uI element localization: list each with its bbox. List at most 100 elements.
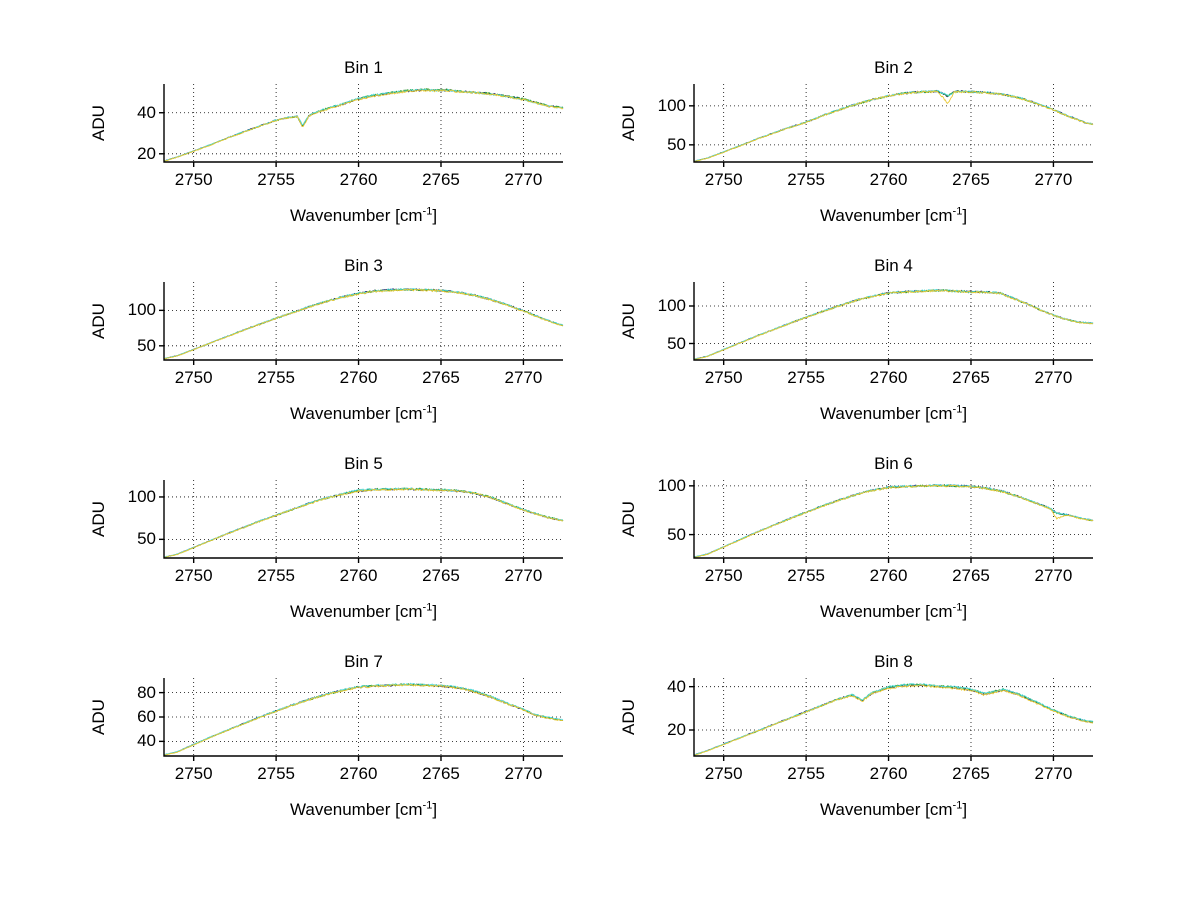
y-tick-label-8-1: 40 <box>667 676 686 696</box>
plot-area-4 <box>689 282 1094 365</box>
subplot-title-2: Bin 2 <box>874 58 913 77</box>
y-tick-label-1-1: 40 <box>137 102 156 122</box>
y-tick-label-4-1: 100 <box>657 296 686 315</box>
x-tick-label-2-2: 2760 <box>869 170 908 189</box>
x-tick-label-3-2: 2760 <box>339 368 378 387</box>
x-axis-label-bracket: ] <box>432 602 438 621</box>
trace-navy-4 <box>693 289 1094 360</box>
trace-yellow-1 <box>163 89 564 162</box>
y-axis-label-7: ADU <box>89 699 108 735</box>
x-tick-label-3-1: 2755 <box>257 368 296 387</box>
x-tick-label-5-2: 2760 <box>339 566 378 585</box>
y-tick-label-6-0: 50 <box>667 524 686 544</box>
trace-green-3 <box>163 288 564 360</box>
trace-green-8 <box>693 683 1094 756</box>
trace-cyan-8 <box>693 683 1094 756</box>
x-tick-label-4-0: 2750 <box>704 368 743 387</box>
x-axis-label-exponent: -1 <box>952 601 963 614</box>
subplot-title-4: Bin 4 <box>874 256 913 275</box>
x-tick-label-4-1: 2755 <box>787 368 826 387</box>
x-axis-label-bracket: ] <box>432 404 438 423</box>
x-tick-label-6-2: 2760 <box>869 566 908 585</box>
x-tick-label-8-0: 2750 <box>704 764 743 783</box>
x-tick-label-5-3: 2765 <box>422 566 460 585</box>
trace-cyan-7 <box>163 682 564 756</box>
x-axis-label-bracket: ] <box>432 800 438 819</box>
axis-lines-1 <box>163 84 563 163</box>
x-tick-label-2-4: 2770 <box>1034 170 1073 189</box>
y-axis-label-3: ADU <box>89 303 108 339</box>
axis-lines-3 <box>163 282 563 361</box>
x-tick-label-8-1: 2755 <box>787 764 826 783</box>
x-tick-label-7-1: 2755 <box>257 764 296 783</box>
trace-cyan-4 <box>693 288 1094 360</box>
trace-green-7 <box>163 682 564 756</box>
y-tick-label-7-1: 60 <box>137 707 156 726</box>
x-axis-label-text: Wavenumber [cm <box>289 602 423 621</box>
axis-lines-5 <box>163 480 563 559</box>
x-axis-label-bracket: ] <box>962 404 968 423</box>
y-tick-label-2-0: 50 <box>667 134 686 154</box>
plot-area-6 <box>689 480 1094 563</box>
trace-yellow-5 <box>163 487 564 558</box>
x-tick-label-7-4: 2770 <box>504 764 543 783</box>
x-axis-label-text: Wavenumber [cm <box>289 206 423 225</box>
x-axis-label-8: Wavenumber [cm-1] <box>694 800 1093 820</box>
trace-yellow-4 <box>693 289 1094 361</box>
x-tick-label-3-4: 2770 <box>504 368 543 387</box>
x-tick-label-1-2: 2760 <box>339 170 378 189</box>
x-axis-label-text: Wavenumber [cm <box>819 404 953 423</box>
x-axis-label-7: Wavenumber [cm-1] <box>164 800 563 820</box>
y-tick-label-3-0: 50 <box>137 335 156 355</box>
trace-navy-7 <box>163 683 564 756</box>
x-tick-label-4-3: 2765 <box>952 368 990 387</box>
trace-yellow-7 <box>163 683 564 756</box>
axis-lines-2 <box>693 84 1093 163</box>
trace-yellow-6 <box>693 484 1094 558</box>
trace-navy-8 <box>693 683 1094 756</box>
x-axis-label-exponent: -1 <box>952 403 963 416</box>
trace-navy-3 <box>163 288 564 360</box>
x-tick-label-6-4: 2770 <box>1034 566 1073 585</box>
x-tick-label-1-4: 2770 <box>504 170 543 189</box>
x-axis-label-exponent: -1 <box>422 403 433 416</box>
trace-yellow-2 <box>693 90 1094 163</box>
x-tick-label-7-2: 2760 <box>339 764 378 783</box>
x-axis-label-text: Wavenumber [cm <box>289 404 423 423</box>
plot-area-1 <box>159 84 564 167</box>
x-tick-label-2-3: 2765 <box>952 170 990 189</box>
x-axis-label-3: Wavenumber [cm-1] <box>164 404 563 424</box>
trace-navy-6 <box>693 483 1094 558</box>
x-tick-label-3-3: 2765 <box>422 368 460 387</box>
x-axis-label-6: Wavenumber [cm-1] <box>694 602 1093 622</box>
axis-lines-8 <box>693 678 1093 757</box>
subplot-title-3: Bin 3 <box>344 256 383 275</box>
y-axis-label-2: ADU <box>619 105 638 141</box>
trace-green-6 <box>693 484 1094 558</box>
trace-green-1 <box>163 87 564 162</box>
trace-green-2 <box>693 90 1094 162</box>
x-axis-label-4: Wavenumber [cm-1] <box>694 404 1093 424</box>
y-axis-label-5: ADU <box>89 501 108 537</box>
x-axis-label-bracket: ] <box>962 602 968 621</box>
trace-navy-2 <box>694 89 1094 162</box>
y-axis-label-1: ADU <box>89 105 108 141</box>
y-tick-label-2-1: 100 <box>657 95 686 115</box>
x-tick-label-3-0: 2750 <box>174 368 213 387</box>
trace-cyan-6 <box>693 483 1094 558</box>
axis-lines-4 <box>693 282 1093 361</box>
subplot-title-7: Bin 7 <box>344 652 383 671</box>
trace-cyan-1 <box>163 88 564 162</box>
x-axis-label-text: Wavenumber [cm <box>819 206 953 225</box>
y-tick-label-7-0: 40 <box>137 731 156 751</box>
x-tick-label-8-2: 2760 <box>869 764 908 783</box>
x-tick-label-4-4: 2770 <box>1034 368 1073 387</box>
y-axis-label-4: ADU <box>619 303 638 339</box>
x-axis-label-text: Wavenumber [cm <box>819 800 953 819</box>
trace-yellow-8 <box>693 684 1094 756</box>
trace-cyan-2 <box>693 89 1094 162</box>
